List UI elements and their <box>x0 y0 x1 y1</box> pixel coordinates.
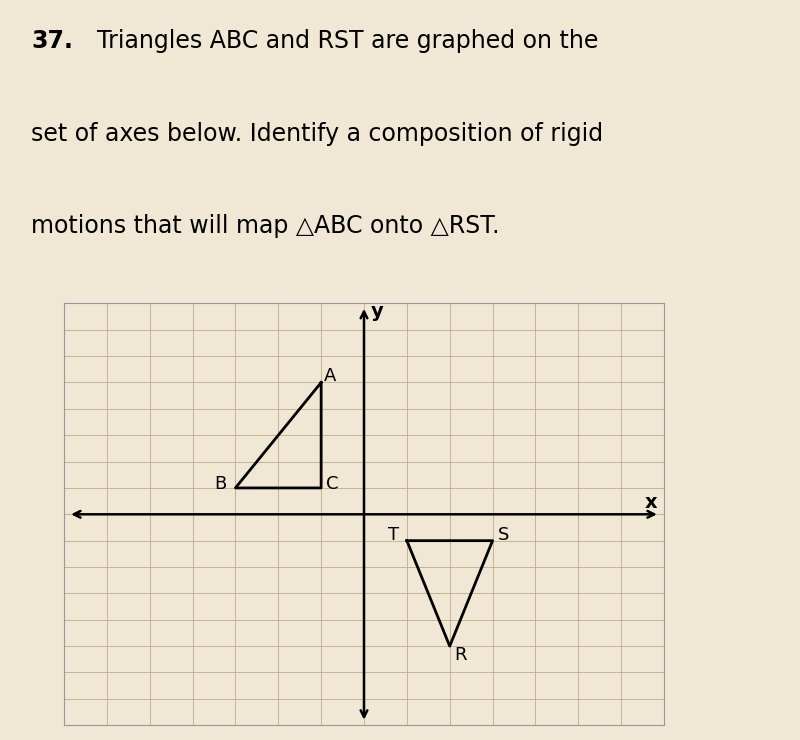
Text: x: x <box>645 493 658 512</box>
Text: set of axes below. Identify a composition of rigid: set of axes below. Identify a compositio… <box>31 121 603 146</box>
Text: R: R <box>454 646 466 665</box>
Text: S: S <box>498 526 509 545</box>
Text: T: T <box>389 526 399 545</box>
Text: 37.: 37. <box>31 29 74 53</box>
Text: B: B <box>214 475 226 493</box>
Text: y: y <box>370 302 383 321</box>
Text: C: C <box>326 475 338 493</box>
Text: A: A <box>323 367 336 385</box>
Text: motions that will map △ABC onto △RST.: motions that will map △ABC onto △RST. <box>31 215 500 238</box>
Text: Triangles ABC and RST are graphed on the: Triangles ABC and RST are graphed on the <box>97 29 598 53</box>
